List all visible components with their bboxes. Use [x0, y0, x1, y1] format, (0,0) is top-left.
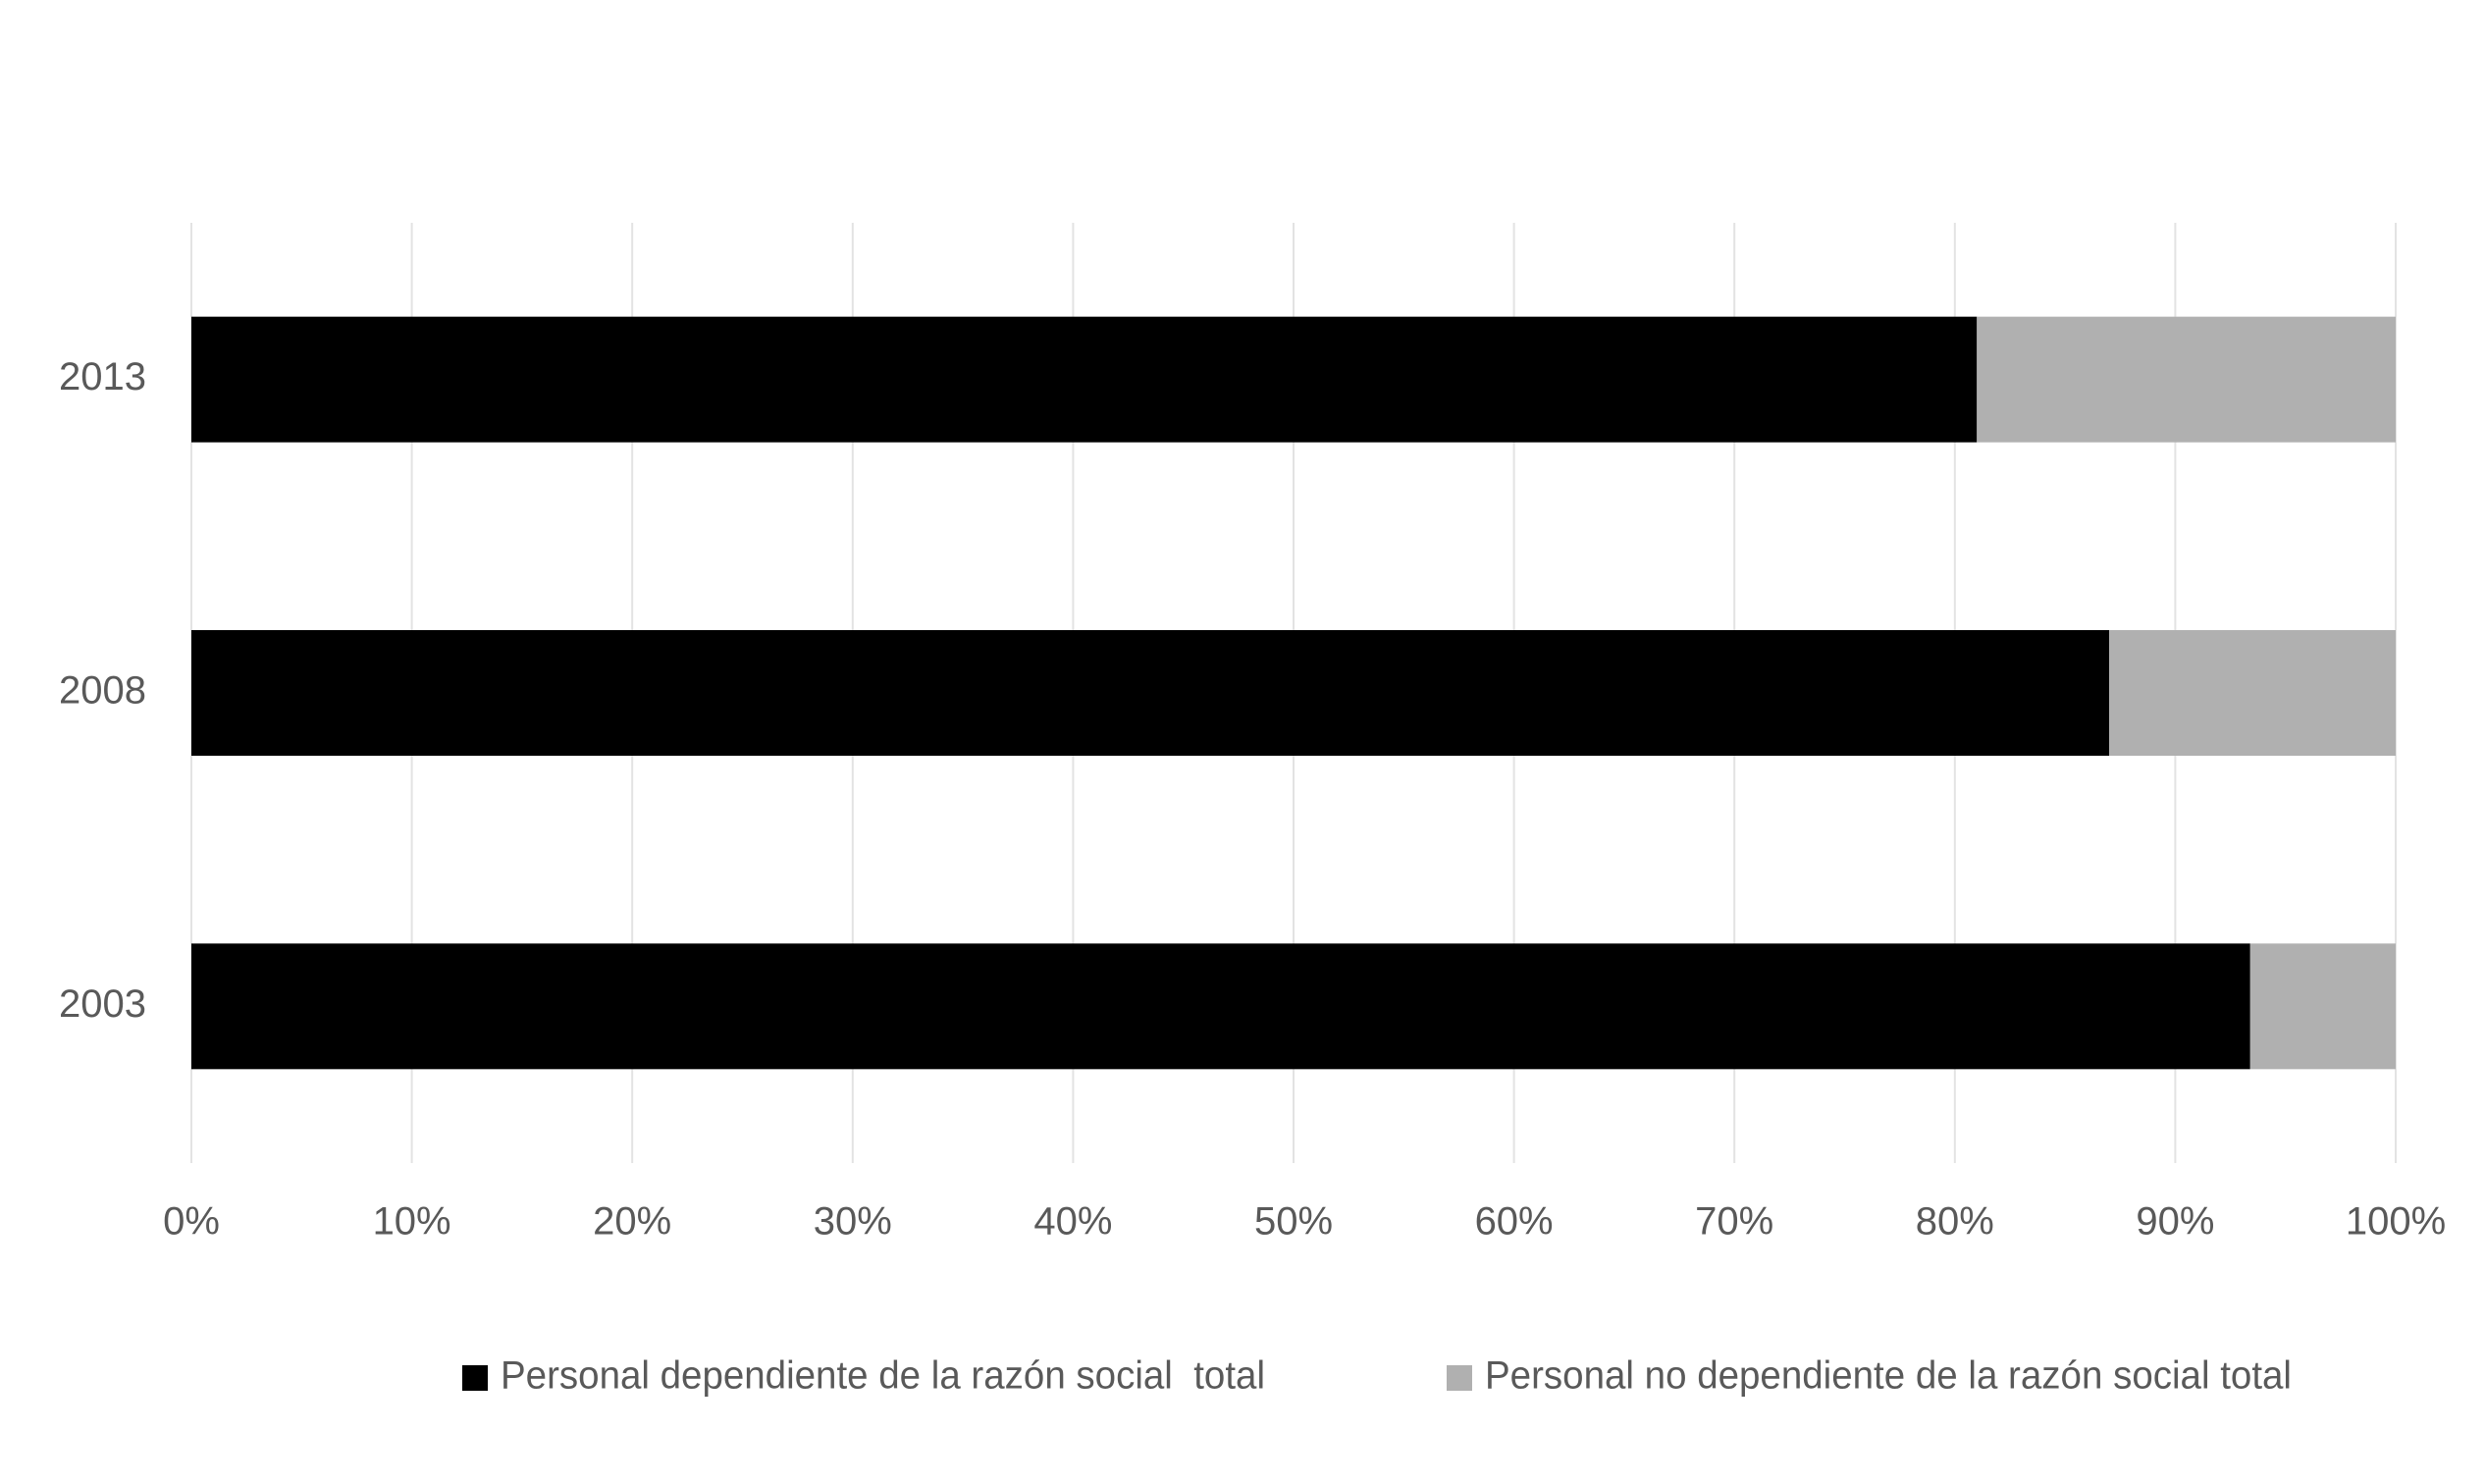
x-tick-label: 10%	[373, 1200, 451, 1244]
x-tick-label: 40%	[1033, 1200, 1112, 1244]
legend-swatch	[1447, 1365, 1472, 1391]
y-tick-label: 2013	[59, 355, 146, 398]
legend-swatch	[462, 1365, 488, 1391]
x-tick-label: 50%	[1254, 1200, 1333, 1244]
x-tick-label: 60%	[1475, 1200, 1554, 1244]
x-tick-label: 20%	[593, 1200, 671, 1244]
x-tick-label: 0%	[163, 1200, 220, 1244]
bar-segment	[191, 316, 1978, 443]
bar-segment	[2249, 943, 2396, 1070]
bar-segment	[1977, 316, 2396, 443]
y-tick-label: 2008	[59, 669, 146, 713]
x-tick-label: 90%	[2136, 1200, 2214, 1244]
legend-label: Personal dependiente de la razón social …	[501, 1354, 1265, 1398]
x-tick-label: 30%	[814, 1200, 892, 1244]
x-tick-label: 70%	[1695, 1200, 1773, 1244]
x-tick-label: 80%	[1916, 1200, 1994, 1244]
bar-segment	[191, 943, 2250, 1070]
bar-segment	[2109, 630, 2396, 756]
y-tick-label: 2003	[59, 982, 146, 1026]
legend-label: Personal no dependiente de la razón soci…	[1485, 1354, 2292, 1398]
bar-segment	[191, 630, 2110, 756]
x-tick-label: 100%	[2346, 1200, 2446, 1244]
